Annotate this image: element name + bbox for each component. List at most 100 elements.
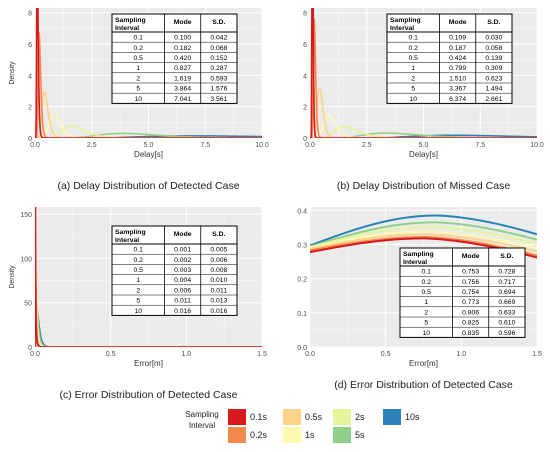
table-cell: 0.004	[174, 277, 191, 284]
table-cell: 0.1	[422, 269, 432, 276]
table-cell: 10	[134, 308, 142, 315]
legend-label: 0.2s	[250, 430, 268, 440]
table-cell: 0.825	[462, 320, 479, 327]
series-line-2s	[35, 125, 262, 138]
y-tick-label: 8	[28, 11, 32, 18]
summary-table: Sampling Interval Mode S.D. 0.1 0.100 0.042 0.2…	[111, 13, 238, 104]
table-cell: 0.424	[449, 55, 466, 62]
table-cell: 3.367	[449, 86, 466, 93]
table-cell: 1.619	[174, 75, 191, 82]
table-cell: 0.068	[210, 45, 227, 52]
table-cell: 0.610	[498, 320, 515, 327]
series-lines	[310, 214, 537, 259]
table-cell: 1.494	[485, 86, 502, 93]
y-tick-label: 0	[28, 136, 32, 143]
y-tick-label: 0.0	[297, 345, 307, 352]
table-cell: 0.1	[409, 35, 419, 42]
table-cell: 0.287	[210, 65, 227, 72]
series-lines	[35, 207, 262, 347]
legend-label: 1s	[305, 430, 315, 440]
series-line-2s	[310, 225, 537, 249]
y-tick-label: 6	[303, 42, 307, 49]
table-header: S.D.	[500, 253, 513, 260]
series-line-5s	[35, 132, 262, 138]
table-cell: 0.006	[210, 257, 227, 264]
table-cell: 0.593	[210, 75, 227, 82]
table-cell: 0.109	[449, 35, 466, 42]
table-cell: 0.756	[462, 279, 479, 286]
table-cell: 0.010	[210, 277, 227, 284]
series-lines	[35, 8, 262, 138]
x-tick-label: 2.5	[87, 142, 97, 149]
panel-caption: (d) Error Distribution of Detected Case	[334, 379, 513, 391]
x-tick-label: 7.5	[475, 142, 485, 149]
table-cell: 0.309	[485, 65, 502, 72]
x-tick-label: 0.0	[305, 351, 315, 358]
y-tick-label: 0	[28, 345, 32, 352]
x-tick-label: 5.0	[144, 142, 154, 149]
legend: Sampling Interval 0.1s 0.2s 0.5s 1s 2s 5s 10s	[185, 409, 420, 443]
legend-swatch-2s	[333, 409, 351, 425]
table-cell: 0.011	[211, 287, 228, 294]
table-cell: 2.661	[485, 96, 502, 103]
table-cell: 0.728	[498, 269, 515, 276]
table-cell: 0.806	[462, 309, 479, 316]
table-cell: 0.669	[498, 299, 515, 306]
y-tick-label: 0.1	[297, 311, 307, 318]
x-tick-label: 0.0	[30, 351, 40, 358]
table-cell: 0.058	[485, 45, 502, 52]
y-tick-label: 100	[20, 256, 32, 263]
table-cell: 0.187	[449, 45, 466, 52]
series-line-5s	[35, 302, 262, 347]
chart-panel-2: 0 50 100 150 0.0 0.5 1.0 1.5 Error[m] Density Samp…	[9, 207, 267, 401]
table-cell: 0.5	[422, 289, 432, 296]
table-header: Mode	[449, 19, 467, 26]
table-header: S.D.	[212, 19, 225, 26]
series-line-10s	[35, 312, 262, 347]
legend-swatch-10s	[383, 409, 401, 425]
table-header: S.D.	[487, 19, 500, 26]
table-cell: 0.2	[134, 257, 144, 264]
table-cell: 10	[422, 330, 430, 337]
legend-label: 5s	[355, 430, 365, 440]
y-tick-label: 150	[20, 212, 32, 219]
table-cell: 0.623	[485, 75, 502, 82]
y-tick-label: 6	[28, 42, 32, 49]
series-line-0.1s	[35, 207, 262, 347]
table-cell: 0.2	[422, 279, 432, 286]
table-cell: 0.011	[174, 298, 191, 305]
table-cell: 10	[134, 96, 142, 103]
table-cell: 0.694	[498, 289, 515, 296]
table-cell: 2	[424, 309, 428, 316]
table-cell: 2	[411, 75, 415, 82]
x-tick-label: 0.0	[305, 142, 315, 149]
table-cell: 0.1	[134, 35, 144, 42]
x-axis-label: Delay[s]	[134, 150, 163, 159]
table-cell: 0.835	[462, 330, 479, 337]
y-tick-label: 4	[303, 73, 307, 80]
table-cell: 0.139	[485, 55, 502, 62]
y-axis-label: Density	[9, 265, 16, 289]
table-header: Mode	[174, 19, 192, 26]
table-cell: 0.827	[174, 65, 191, 72]
legend-swatch-0.1s	[228, 409, 246, 425]
table-cell: 0.773	[462, 299, 479, 306]
y-tick-label: 0.3	[297, 243, 307, 250]
table-header: Mode	[174, 231, 192, 238]
table-cell: 0.042	[210, 35, 227, 42]
y-tick-label: 0.2	[297, 277, 307, 284]
table-cell: 0.1	[134, 247, 144, 254]
table-header: Sampling Interval	[115, 229, 146, 244]
series-line-0.1s	[35, 8, 262, 138]
y-tick-label: 0.4	[297, 208, 307, 215]
legend-label: 10s	[405, 412, 420, 422]
x-tick-label: 1.0	[181, 351, 191, 358]
table-cell: 0.799	[449, 65, 466, 72]
series-line-0.2s	[310, 236, 537, 257]
x-tick-label: 10.0	[530, 142, 544, 149]
series-line-10s	[310, 214, 537, 247]
table-header: Sampling Interval	[115, 17, 146, 32]
y-tick-label: 0	[303, 136, 307, 143]
table-cell: 1.510	[449, 75, 466, 82]
